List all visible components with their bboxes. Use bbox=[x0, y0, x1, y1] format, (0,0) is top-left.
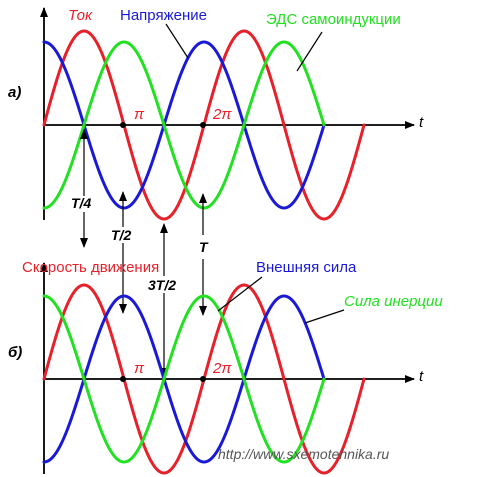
voltage-legend-label: Напряжение bbox=[120, 7, 207, 24]
external-force-legend-label: Внешняя сила bbox=[256, 259, 357, 276]
three-quarter-label: 3T/2 bbox=[148, 277, 176, 293]
inertia-force-curve bbox=[42, 294, 326, 464]
panel-a-emf-curve bbox=[42, 40, 326, 210]
panel-b-t-label: t bbox=[419, 368, 424, 385]
panel-b-2pi-point bbox=[200, 376, 206, 382]
emf-legend-label: ЭДС самоиндукции bbox=[266, 11, 401, 28]
panel-a-2pi-label: 2π bbox=[212, 106, 232, 123]
panel-b-pi-label: π bbox=[134, 360, 145, 377]
external-force-curve bbox=[42, 294, 326, 464]
panel-a: а) t π 2π Ток Напряжение ЭДС самоиндукци… bbox=[8, 7, 424, 221]
panel-a-pi-label: π bbox=[134, 106, 145, 123]
watermark-url: http://www.sxemotehnika.ru bbox=[218, 446, 389, 462]
time-marks: T/4 T/2 3T/2 T bbox=[71, 129, 209, 378]
external-force-label-pointer bbox=[217, 276, 263, 312]
half-period-label: T/2 bbox=[111, 227, 131, 243]
emf-label-pointer bbox=[296, 31, 323, 72]
inertia-force-label-pointer bbox=[304, 309, 345, 324]
panel-b: б) t π 2π Скорость движения Внешняя сила… bbox=[8, 259, 443, 475]
panel-a-voltage-curve bbox=[42, 40, 326, 210]
panel-a-t-label: t bbox=[419, 114, 424, 131]
inertia-force-legend-label: Сила инерции bbox=[344, 293, 443, 310]
current-legend-label: Ток bbox=[68, 7, 93, 24]
quarter-period-label: T/4 bbox=[71, 195, 91, 211]
panel-a-pi-point bbox=[120, 122, 126, 128]
panel-b-pi-point bbox=[120, 376, 126, 382]
panel-a-label: а) bbox=[8, 84, 21, 101]
panel-a-2pi-point bbox=[200, 122, 206, 128]
panel-b-label: б) bbox=[8, 344, 22, 361]
full-period-label: T bbox=[199, 239, 209, 255]
velocity-legend-label: Скорость движения bbox=[22, 259, 159, 276]
voltage-label-pointer bbox=[165, 23, 189, 59]
panel-b-2pi-label: 2π bbox=[212, 360, 232, 377]
